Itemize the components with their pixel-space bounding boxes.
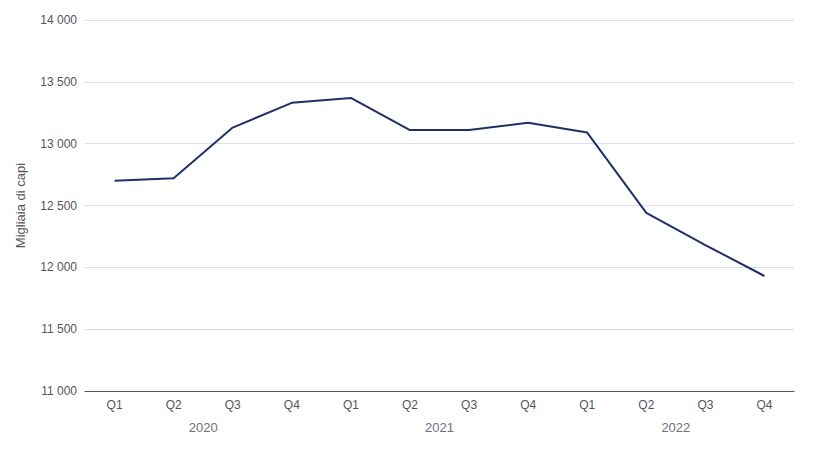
svg-text:11 500: 11 500 xyxy=(41,322,77,336)
svg-text:Q1: Q1 xyxy=(343,398,359,412)
svg-text:Q4: Q4 xyxy=(756,398,772,412)
svg-text:Q4: Q4 xyxy=(284,398,300,412)
svg-text:Q2: Q2 xyxy=(166,398,182,412)
svg-text:Q2: Q2 xyxy=(638,398,654,412)
svg-text:Q4: Q4 xyxy=(520,398,536,412)
svg-text:Q2: Q2 xyxy=(402,398,418,412)
svg-text:Q3: Q3 xyxy=(225,398,241,412)
svg-text:12 000: 12 000 xyxy=(40,260,77,274)
svg-text:Q3: Q3 xyxy=(697,398,713,412)
svg-text:14 000: 14 000 xyxy=(40,13,77,27)
svg-text:11 000: 11 000 xyxy=(41,384,77,398)
svg-text:Q3: Q3 xyxy=(461,398,477,412)
svg-text:Q1: Q1 xyxy=(579,398,595,412)
svg-text:13 500: 13 500 xyxy=(40,75,77,89)
svg-text:2022: 2022 xyxy=(661,420,690,435)
svg-text:Q1: Q1 xyxy=(107,398,123,412)
svg-text:13 000: 13 000 xyxy=(40,137,77,151)
svg-text:2020: 2020 xyxy=(189,420,218,435)
svg-text:Migliaia di capi: Migliaia di capi xyxy=(13,163,28,248)
svg-text:2021: 2021 xyxy=(425,420,454,435)
svg-text:12 500: 12 500 xyxy=(40,199,77,213)
